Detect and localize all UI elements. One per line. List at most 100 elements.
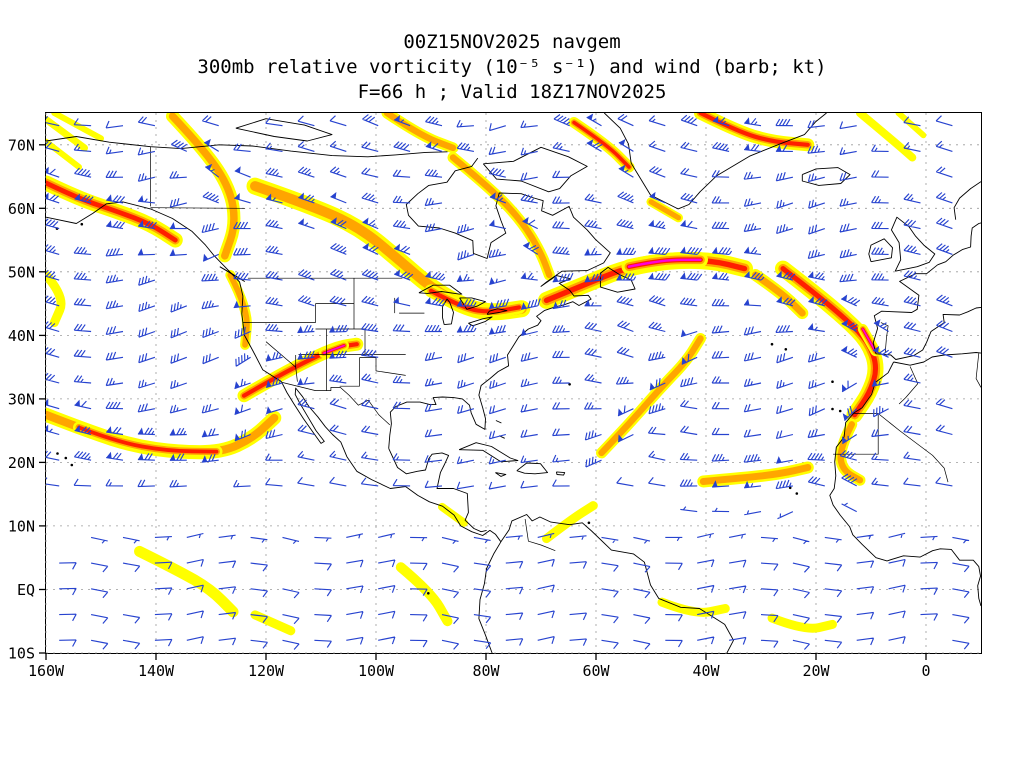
x-axis-label: 140W xyxy=(138,662,175,680)
vorticity-band xyxy=(168,113,238,260)
small-island xyxy=(788,486,792,490)
coastline xyxy=(482,146,588,193)
vorticity-band xyxy=(46,138,82,170)
vorticity-band xyxy=(572,120,631,169)
political-border xyxy=(898,366,919,405)
vorticity-band xyxy=(250,610,296,636)
title-line-field: 300mb relative vorticity (10⁻⁵ s⁻¹) and … xyxy=(197,56,827,78)
y-axis-label: 30N xyxy=(8,390,35,408)
small-island xyxy=(427,592,430,595)
small-island xyxy=(831,407,834,411)
coastline xyxy=(388,448,487,533)
small-island xyxy=(587,521,591,525)
small-island xyxy=(70,463,74,467)
political-border xyxy=(524,518,556,552)
coastline xyxy=(442,298,454,326)
vorticity-band xyxy=(323,344,345,354)
x-axis-label: 80W xyxy=(472,662,500,680)
coastline xyxy=(516,462,549,475)
axis-layer: 160W 140W 120W 100W 80W 60W 40W 20W 0 70N 60N 50N 40… xyxy=(8,136,931,680)
y-axis-label: 20N xyxy=(8,454,35,472)
small-island xyxy=(64,456,68,460)
vorticity-band xyxy=(46,270,66,328)
vorticity-band xyxy=(250,181,527,317)
small-island xyxy=(56,452,59,455)
x-axis-label: 40W xyxy=(692,662,720,680)
coastline-layer xyxy=(46,113,981,653)
y-axis-label: 40N xyxy=(8,327,35,345)
vorticity-band xyxy=(134,545,239,618)
vorticity-band xyxy=(227,272,250,348)
coastline xyxy=(953,181,981,220)
coastline xyxy=(219,266,245,282)
wind-barb-layer xyxy=(46,113,970,650)
small-island xyxy=(831,380,834,384)
vorticity-band xyxy=(767,613,837,633)
vorticity-shading-layer xyxy=(46,113,927,636)
coastline xyxy=(937,222,981,266)
political-border xyxy=(975,353,981,388)
x-axis-label: 160W xyxy=(28,662,65,680)
vorticity-band xyxy=(856,113,917,162)
small-island xyxy=(770,342,774,346)
coastline xyxy=(872,264,981,360)
vorticity-band xyxy=(862,328,877,352)
vorticity-band xyxy=(383,113,457,152)
vorticity-band xyxy=(77,425,219,454)
coastline xyxy=(459,297,486,310)
coastline xyxy=(829,361,981,607)
vorticity-band xyxy=(438,502,468,527)
coastline xyxy=(495,420,502,424)
vorticity-band xyxy=(449,154,553,279)
vorticity-band xyxy=(752,271,806,317)
vorticity-band xyxy=(627,258,702,268)
vorticity-band xyxy=(51,113,104,142)
x-axis-label: 60W xyxy=(582,662,610,680)
title-line-model-run: 00Z15NOV2025 navgem xyxy=(403,31,621,53)
coastline xyxy=(46,201,502,653)
x-axis-label: 0 xyxy=(921,662,930,680)
coastline xyxy=(495,472,507,477)
coastline xyxy=(46,136,448,158)
x-axis-label: 120W xyxy=(248,662,285,680)
coastline xyxy=(235,118,333,142)
political-border xyxy=(877,413,949,483)
coastline xyxy=(868,238,893,263)
small-island xyxy=(568,383,571,386)
vorticity-band xyxy=(837,421,864,484)
vorticity-band xyxy=(699,464,812,485)
coastline xyxy=(893,352,981,366)
y-axis-label: 50N xyxy=(8,263,35,281)
political-border xyxy=(833,413,879,455)
map-canvas: 160W 140W 120W 100W 80W 60W 40W 20W 0 70N 60N 50N 40… xyxy=(8,113,981,680)
coastline xyxy=(555,471,566,476)
y-axis-label: 70N xyxy=(8,136,35,154)
map-frame: 160W 140W 120W 100W 80W 60W 40W 20W 0 70N 60N 50N 40… xyxy=(8,112,982,680)
political-border xyxy=(359,357,406,376)
y-axis-label: 10S xyxy=(8,645,35,663)
small-island xyxy=(838,409,842,413)
small-island xyxy=(784,348,788,351)
small-island xyxy=(795,492,799,495)
y-axis-label: 60N xyxy=(8,200,35,218)
small-island xyxy=(80,222,84,226)
coastline xyxy=(458,442,519,463)
political-border xyxy=(295,355,298,382)
y-axis-label: EQ xyxy=(17,581,35,599)
wind-barbs xyxy=(46,113,970,650)
political-border xyxy=(150,207,246,209)
coastline xyxy=(486,308,508,315)
political-border xyxy=(339,357,360,387)
coastline xyxy=(500,514,734,653)
coastline xyxy=(890,216,936,272)
vorticity-band xyxy=(428,288,522,314)
vorticity-band xyxy=(648,199,682,221)
title-line-valid-time: F=66 h ; Valid 18Z17NOV2025 xyxy=(357,81,667,103)
vorticity-band xyxy=(598,335,704,457)
coastline xyxy=(603,113,827,210)
title-block: 00Z15NOV2025 navgem 300mb relative vorti… xyxy=(0,30,1024,105)
coastline xyxy=(388,157,611,449)
x-axis-label: 100W xyxy=(358,662,395,680)
coastline xyxy=(418,284,463,295)
